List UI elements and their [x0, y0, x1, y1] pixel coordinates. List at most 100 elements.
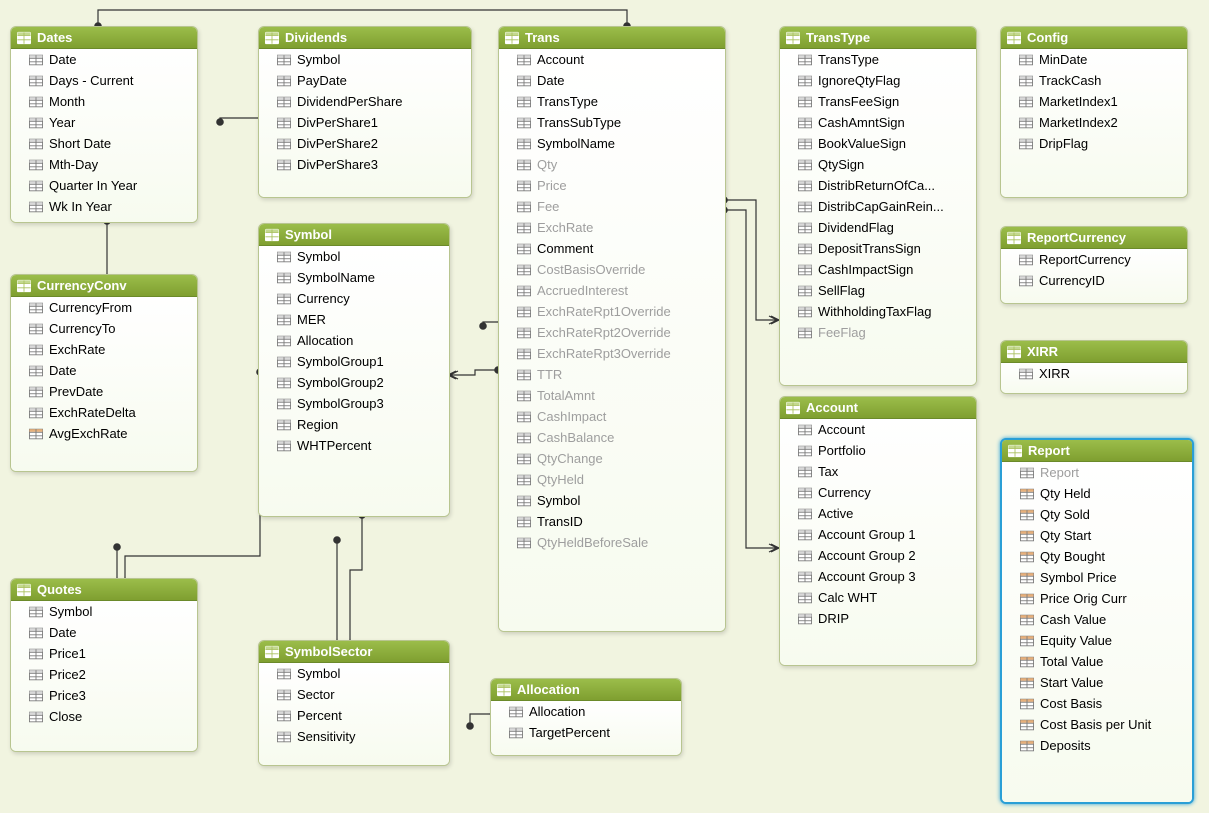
field[interactable]: Short Date: [11, 133, 197, 154]
field[interactable]: Price Orig Curr: [1002, 588, 1192, 609]
table-currencyconv[interactable]: CurrencyConvCurrencyFromCurrencyToExchRa…: [10, 274, 198, 472]
field[interactable]: SymbolName: [499, 133, 725, 154]
field[interactable]: SymbolGroup1: [259, 351, 449, 372]
field[interactable]: Quarter In Year: [11, 175, 197, 196]
field[interactable]: Qty Start: [1002, 525, 1192, 546]
field[interactable]: WHTPercent: [259, 435, 449, 456]
field[interactable]: DepositTransSign: [780, 238, 976, 259]
table-dividends[interactable]: DividendsSymbolPayDateDividendPerShare Di…: [258, 26, 472, 198]
field[interactable]: TransType: [499, 91, 725, 112]
field[interactable]: SymbolGroup2: [259, 372, 449, 393]
table-header[interactable]: ReportCurrency: [1001, 227, 1187, 249]
field[interactable]: Cost Basis: [1002, 693, 1192, 714]
field[interactable]: AvgExchRate: [11, 423, 197, 444]
field[interactable]: DividendPerShare: [259, 91, 471, 112]
table-header[interactable]: Report: [1002, 440, 1192, 462]
field[interactable]: Account: [780, 419, 976, 440]
field[interactable]: Symbol Price: [1002, 567, 1192, 588]
diagram-canvas[interactable]: DatesDateDays - CurrentMonthYearShort Da…: [0, 0, 1209, 813]
table-body[interactable]: ReportCurrencyCurrencyID: [1001, 249, 1187, 303]
table-allocation[interactable]: AllocationAllocationTargetPercent: [490, 678, 682, 756]
field[interactable]: Price: [499, 175, 725, 196]
field[interactable]: Date: [11, 622, 197, 643]
field[interactable]: Date: [499, 70, 725, 91]
table-body[interactable]: CurrencyFromCurrencyToExchRateDatePrevDa…: [11, 297, 197, 471]
field[interactable]: Account: [499, 49, 725, 70]
field[interactable]: CostBasisOverride: [499, 259, 725, 280]
table-body[interactable]: AccountPortfolioTaxCurrencyActiveAccount…: [780, 419, 976, 665]
field[interactable]: Currency: [259, 288, 449, 309]
field[interactable]: TransFeeSign: [780, 91, 976, 112]
table-dates[interactable]: DatesDateDays - CurrentMonthYearShort Da…: [10, 26, 198, 223]
table-header[interactable]: Trans: [499, 27, 725, 49]
field[interactable]: QtySign: [780, 154, 976, 175]
field[interactable]: MER: [259, 309, 449, 330]
table-header[interactable]: Dividends: [259, 27, 471, 49]
field[interactable]: Qty Bought: [1002, 546, 1192, 567]
table-header[interactable]: Account: [780, 397, 976, 419]
field[interactable]: Equity Value: [1002, 630, 1192, 651]
field[interactable]: Report: [1002, 462, 1192, 483]
field[interactable]: ExchRateRpt2Override: [499, 322, 725, 343]
field[interactable]: Allocation: [491, 701, 681, 722]
field[interactable]: CashImpact: [499, 406, 725, 427]
field[interactable]: CurrencyFrom: [11, 297, 197, 318]
field[interactable]: Tax: [780, 461, 976, 482]
field[interactable]: TransSubType: [499, 112, 725, 133]
table-trans[interactable]: TransAccountDateTransTypeTransSubTypeSym…: [498, 26, 726, 632]
table-header[interactable]: Quotes: [11, 579, 197, 601]
field[interactable]: Year: [11, 112, 197, 133]
field[interactable]: DividendFlag: [780, 217, 976, 238]
field[interactable]: Price2: [11, 664, 197, 685]
field[interactable]: IgnoreQtyFlag: [780, 70, 976, 91]
field[interactable]: ExchRateDelta: [11, 402, 197, 423]
table-body[interactable]: AccountDateTransTypeTransSubTypeSymbolNa…: [499, 49, 725, 631]
field[interactable]: Start Value: [1002, 672, 1192, 693]
table-reportcurrency[interactable]: ReportCurrencyReportCurrencyCurrencyID: [1000, 226, 1188, 304]
field[interactable]: Date: [11, 49, 197, 70]
table-header[interactable]: XIRR: [1001, 341, 1187, 363]
table-header[interactable]: Config: [1001, 27, 1187, 49]
table-quotes[interactable]: QuotesSymbolDatePrice1Price2Price3Close: [10, 578, 198, 752]
field[interactable]: QtyHeld: [499, 469, 725, 490]
field[interactable]: TransID: [499, 511, 725, 532]
table-header[interactable]: SymbolSector: [259, 641, 449, 663]
field[interactable]: Sensitivity: [259, 726, 449, 747]
field[interactable]: TargetPercent: [491, 722, 681, 743]
field[interactable]: Symbol: [259, 246, 449, 267]
field[interactable]: Cash Value: [1002, 609, 1192, 630]
field[interactable]: Calc WHT: [780, 587, 976, 608]
field[interactable]: CurrencyTo: [11, 318, 197, 339]
table-xirr[interactable]: XIRRXIRR: [1000, 340, 1188, 394]
field[interactable]: Symbol: [11, 601, 197, 622]
field[interactable]: QtyChange: [499, 448, 725, 469]
table-body[interactable]: ReportQty HeldQty SoldQty StartQty Bough…: [1002, 462, 1192, 802]
field[interactable]: Qty Sold: [1002, 504, 1192, 525]
table-header[interactable]: Allocation: [491, 679, 681, 701]
field[interactable]: Active: [780, 503, 976, 524]
table-config[interactable]: ConfigMinDateTrackCashMarketIndex1Market…: [1000, 26, 1188, 198]
field[interactable]: PayDate: [259, 70, 471, 91]
table-transtype[interactable]: TransTypeTransTypeIgnoreQtyFlagTransFeeS…: [779, 26, 977, 386]
table-account[interactable]: AccountAccountPortfolioTaxCurrencyActive…: [779, 396, 977, 666]
field[interactable]: DivPerShare2: [259, 133, 471, 154]
field[interactable]: DistribReturnOfCa...: [780, 175, 976, 196]
field[interactable]: MinDate: [1001, 49, 1187, 70]
field[interactable]: Days - Current: [11, 70, 197, 91]
table-body[interactable]: MinDateTrackCashMarketIndex1MarketIndex2…: [1001, 49, 1187, 197]
field[interactable]: Month: [11, 91, 197, 112]
field[interactable]: Deposits: [1002, 735, 1192, 756]
table-body[interactable]: SymbolSymbolNameCurrencyMERAllocationSym…: [259, 246, 449, 516]
table-body[interactable]: AllocationTargetPercent: [491, 701, 681, 755]
field[interactable]: Sector: [259, 684, 449, 705]
field[interactable]: SymbolGroup3: [259, 393, 449, 414]
table-header[interactable]: TransType: [780, 27, 976, 49]
field[interactable]: Symbol: [259, 663, 449, 684]
field[interactable]: CurrencyID: [1001, 270, 1187, 291]
field[interactable]: Symbol: [259, 49, 471, 70]
table-header[interactable]: CurrencyConv: [11, 275, 197, 297]
field[interactable]: DistribCapGainRein...: [780, 196, 976, 217]
field[interactable]: Allocation: [259, 330, 449, 351]
field[interactable]: Total Value: [1002, 651, 1192, 672]
field[interactable]: DRIP: [780, 608, 976, 629]
